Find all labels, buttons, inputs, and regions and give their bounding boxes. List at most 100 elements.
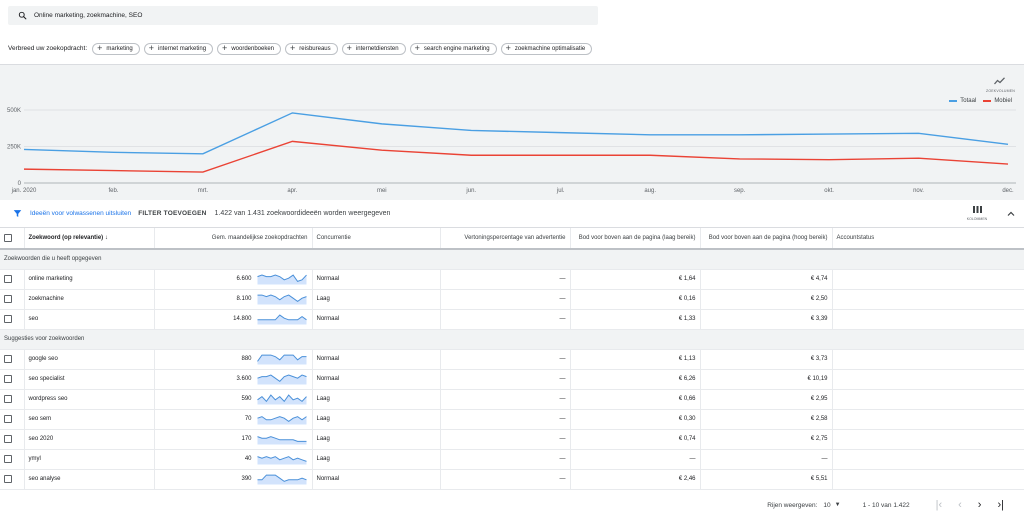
searches-value: 880: [241, 356, 252, 362]
competition-cell: Laag: [311, 429, 440, 450]
sparkline-line: [257, 474, 307, 482]
row-checkbox[interactable]: [4, 375, 12, 383]
last-page-icon[interactable]: ›|: [997, 498, 1004, 511]
legend-item: Mobiel: [983, 98, 1012, 104]
add-filter-button[interactable]: FILTER TOEVOEGEN: [138, 210, 207, 217]
row-checkbox[interactable]: [4, 475, 12, 483]
row-checkbox-cell: [0, 309, 24, 330]
row-checkbox[interactable]: [4, 435, 12, 443]
row-checkbox[interactable]: [4, 355, 12, 363]
table-row[interactable]: wordpress seo 590 Laag — € 0,66 € 2,95: [0, 389, 1024, 410]
x-tick-label: mei: [377, 188, 387, 194]
searches-cell: 170: [153, 429, 312, 450]
bid-low-cell: € 0,16: [569, 289, 700, 310]
sparkline-line: [256, 354, 306, 362]
sparkline-line: [256, 394, 307, 403]
table-row[interactable]: seo sem 70 Laag — € 0,30 € 2,58: [0, 409, 1024, 430]
row-checkbox-cell: [0, 429, 24, 450]
rows-per-page-select[interactable]: 10 ▼: [823, 501, 841, 509]
column-header-impression-share[interactable]: Vertoningspercentage van advertentie: [439, 228, 570, 250]
row-checkbox[interactable]: [4, 315, 12, 323]
legend-swatch: [983, 100, 992, 102]
row-checkbox[interactable]: [4, 275, 12, 283]
row-checkbox[interactable]: [4, 395, 12, 403]
row-checkbox[interactable]: [4, 295, 12, 303]
search-icon: [18, 11, 27, 20]
row-checkbox[interactable]: [4, 415, 12, 423]
table-row[interactable]: ymyl 40 Laag — — —: [0, 449, 1024, 470]
keyword-cell: google seo: [23, 349, 154, 370]
bid-high-cell: € 10,19: [699, 369, 832, 390]
group-title: Zoekwoorden die u heeft opgegeven: [0, 249, 1024, 270]
broaden-chip[interactable]: + reisbureaus: [285, 42, 338, 55]
search-input[interactable]: Online marketing, zoekmachine, SEO: [8, 6, 598, 25]
keyword-cell: seo sem: [23, 409, 154, 430]
chip-label: marketing: [106, 45, 133, 52]
searches-cell: 70: [153, 409, 312, 430]
keyword-cell: zoekmachine: [23, 289, 154, 310]
sparkline-line: [257, 314, 307, 321]
chip-label: woordenboeken: [231, 45, 275, 52]
column-header-bid-high[interactable]: Bod voor boven aan de pagina (hoog berei…: [699, 228, 832, 250]
x-tick-label: mrt.: [198, 188, 209, 194]
exclude-adult-ideas-link[interactable]: Ideeën voor volwassenen uitsluiten: [30, 210, 132, 217]
broaden-chip[interactable]: + internetdiensten: [341, 42, 406, 55]
column-header-keyword[interactable]: Zoekwoord (op relevantie) ↓: [23, 228, 154, 250]
table-row[interactable]: zoekmachine 8.100 Laag — € 0,16 € 2,50: [0, 289, 1024, 310]
impression-share-cell: —: [439, 349, 570, 370]
legend-label: Mobiel: [994, 98, 1012, 104]
trend-sparkline: [256, 354, 306, 365]
row-checkbox-cell: [0, 389, 24, 410]
collapse-chevron-icon[interactable]: [1006, 209, 1016, 219]
trend-sparkline: [257, 474, 307, 485]
previous-page-icon[interactable]: ‹: [958, 498, 962, 511]
searches-value: 8.100: [236, 296, 252, 302]
table-row[interactable]: seo 14.800 Normaal — € 1,33 € 3,39: [0, 309, 1024, 330]
table-row[interactable]: seo 2020 170 Laag — € 0,74 € 2,75: [0, 429, 1024, 450]
column-header-competition[interactable]: Concurrentie: [311, 228, 440, 250]
columns-icon: [972, 206, 982, 213]
searches-wrap: 3.600: [159, 370, 308, 389]
page-range: 1 - 10 van 1.422: [862, 501, 910, 509]
impression-share-cell: —: [439, 449, 570, 470]
keyword-cell: seo 2020: [23, 429, 154, 450]
account-status-cell: [831, 349, 1024, 370]
column-header-bid-low[interactable]: Bod voor boven aan de pagina (laag berei…: [569, 228, 700, 250]
broaden-chip[interactable]: + search engine marketing: [409, 42, 497, 55]
filter-icon[interactable]: [13, 209, 22, 218]
keyword-cell: seo specialist: [23, 369, 154, 390]
broaden-chip[interactable]: + zoekmachine optimalisatie: [500, 42, 593, 55]
x-tick-label: apr.: [287, 188, 297, 194]
row-checkbox[interactable]: [4, 455, 12, 463]
broaden-chip[interactable]: + marketing: [92, 42, 140, 55]
x-tick-label: nov.: [913, 188, 924, 194]
chart-type-button[interactable]: ZOEKVOLUMEN: [986, 77, 1016, 93]
table-body: Zoekwoorden die u heeft opgegeven online …: [0, 249, 1024, 490]
account-status-cell: [831, 369, 1024, 390]
column-header-account-status[interactable]: Accountstatus: [831, 228, 1024, 250]
table-row[interactable]: seo analyse 390 Normaal — € 2,46 € 5,51: [0, 469, 1024, 490]
x-tick-label: sep.: [734, 188, 746, 194]
columns-button[interactable]: KOLOMMEN: [964, 206, 990, 221]
bid-low-cell: € 1,13: [569, 349, 700, 370]
searches-value: 14.800: [233, 316, 252, 322]
column-header-searches[interactable]: Gem. maandelijkse zoekopdrachten: [153, 228, 312, 250]
first-page-icon[interactable]: |‹: [935, 498, 943, 511]
chart-svg: 0 250K 500K jan. 2020 feb. mrt. apr. mei jun. jul…: [7, 108, 1016, 194]
next-page-icon[interactable]: ›: [977, 498, 982, 511]
table-row[interactable]: google seo 880 Normaal — € 1,13 € 3,73: [0, 349, 1024, 370]
competition-cell: Laag: [311, 389, 440, 410]
x-tick-label: jul.: [556, 188, 565, 194]
table-row[interactable]: seo specialist 3.600 Normaal — € 6,26 € 10,19: [0, 369, 1024, 390]
row-checkbox-cell: [0, 469, 24, 490]
select-all-checkbox[interactable]: [4, 234, 12, 242]
broaden-chip[interactable]: + internet marketing: [143, 42, 214, 55]
plus-icon: +: [414, 43, 420, 53]
trend-sparkline: [256, 374, 307, 385]
broaden-chip[interactable]: + woordenboeken: [217, 42, 282, 55]
bid-high-cell: € 4,74: [699, 269, 832, 290]
account-status-cell: [831, 429, 1024, 450]
sparkline-area: [257, 355, 306, 365]
table-row[interactable]: online marketing 6.600 Normaal — € 1,64 € 4,7…: [0, 269, 1024, 290]
chart-type-label: ZOEKVOLUMEN: [986, 89, 1016, 93]
